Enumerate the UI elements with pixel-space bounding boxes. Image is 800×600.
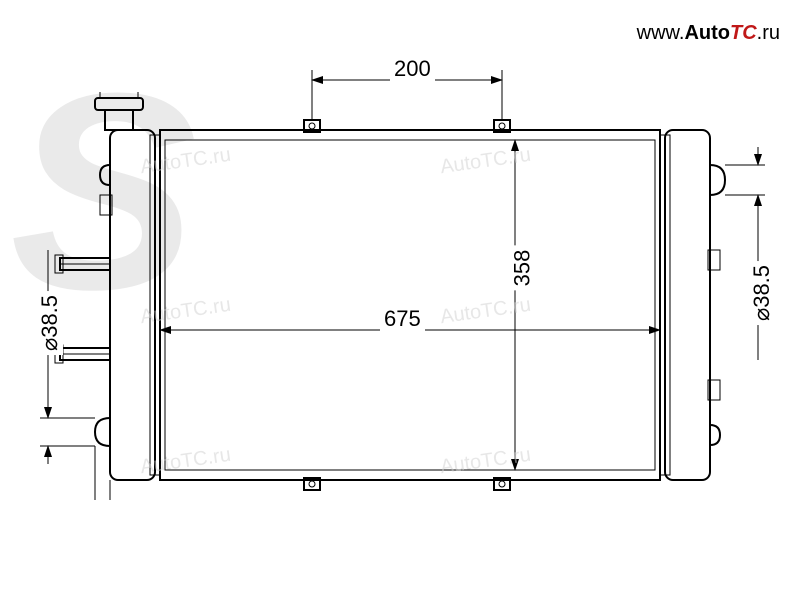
dim-core-width: 675 — [380, 306, 425, 332]
dim-core-height: 358 — [509, 246, 535, 291]
dim-left-dia: ⌀38.5 — [37, 291, 63, 355]
dim-right-dia: ⌀38.5 — [749, 261, 775, 325]
drawing-canvas: S www.AutoTC.ru — [0, 0, 800, 600]
technical-drawing — [0, 0, 800, 600]
dim-top-width: 200 — [390, 56, 435, 82]
